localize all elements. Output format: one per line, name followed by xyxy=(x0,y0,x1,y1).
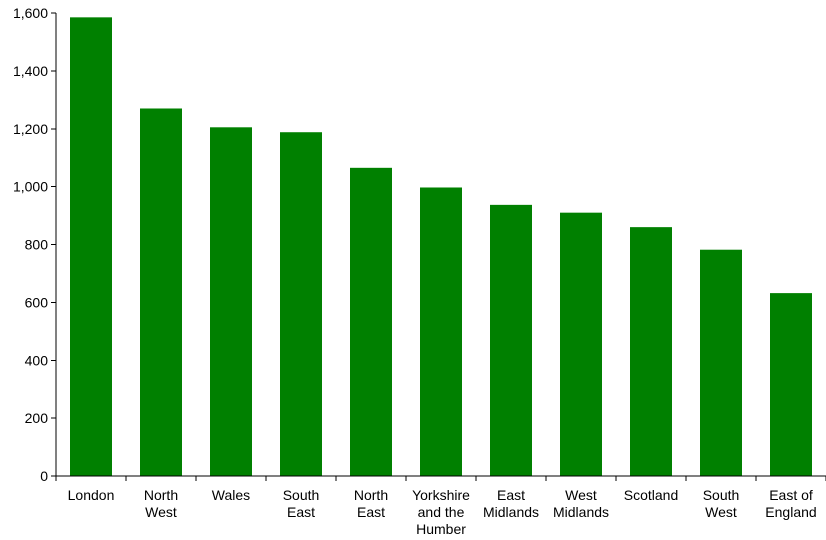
y-tick-label-4: 800 xyxy=(25,237,49,253)
y-tick-label-3: 600 xyxy=(25,294,49,310)
x-category-label-line: West xyxy=(705,504,737,520)
bar-6 xyxy=(490,204,532,477)
x-category-label-line: East xyxy=(357,504,385,520)
bar-2 xyxy=(210,127,252,477)
x-category-label-line: South xyxy=(703,487,740,503)
x-category-label-line: North xyxy=(354,487,388,503)
y-tick-label-2: 400 xyxy=(25,352,49,368)
x-category-label-7: West Midlands xyxy=(553,487,609,520)
bar-10 xyxy=(770,293,812,476)
x-category-label-4: North East xyxy=(354,487,388,520)
bar-4 xyxy=(350,167,392,476)
x-category-label-line: Yorkshire xyxy=(412,487,470,503)
y-tick-label-6: 1,200 xyxy=(13,121,48,137)
labels-layer: 0 200 400 600 800 1,000 1,200 1,400 1,600 London N… xyxy=(13,5,817,537)
y-tick-label-0: 0 xyxy=(40,468,48,484)
x-category-label-line: Wales xyxy=(212,487,250,503)
x-category-label-line: Midlands xyxy=(553,504,609,520)
x-category-label-3: South East xyxy=(283,487,320,520)
bar-1 xyxy=(140,108,182,477)
x-category-label-line: West xyxy=(145,504,177,520)
x-category-label-5: Yorkshire and the Humber xyxy=(412,487,470,537)
x-category-label-8: Scotland xyxy=(624,487,678,503)
x-category-label-6: East Midlands xyxy=(483,487,539,520)
x-category-label-line: West xyxy=(565,487,597,503)
x-category-label-line: South xyxy=(283,487,320,503)
x-category-label-0: London xyxy=(68,487,115,503)
x-category-label-line: Humber xyxy=(416,521,466,537)
x-category-label-1: North West xyxy=(144,487,178,520)
y-tick-label-7: 1,400 xyxy=(13,63,48,79)
bar-5 xyxy=(420,187,462,477)
y-tick-label-8: 1,600 xyxy=(13,5,48,21)
bar-8 xyxy=(630,227,672,476)
x-category-label-10: East of England xyxy=(765,487,816,520)
bar-3 xyxy=(280,132,322,476)
x-category-label-line: and the xyxy=(418,504,465,520)
x-category-label-line: North xyxy=(144,487,178,503)
x-category-label-line: East xyxy=(287,504,315,520)
x-category-label-line: East xyxy=(497,487,525,503)
x-category-label-9: South West xyxy=(703,487,740,520)
bars-layer xyxy=(70,17,812,477)
x-category-label-line: London xyxy=(68,487,115,503)
y-tick-label-5: 1,000 xyxy=(13,179,48,195)
x-category-label-line: East of xyxy=(769,487,813,503)
bar-0 xyxy=(70,17,112,477)
x-category-label-line: England xyxy=(765,504,816,520)
x-category-label-line: Scotland xyxy=(624,487,678,503)
x-category-label-line: Midlands xyxy=(483,504,539,520)
axes-layer xyxy=(51,12,826,481)
y-tick-label-1: 200 xyxy=(25,410,49,426)
bar-9 xyxy=(700,249,742,476)
bar-7 xyxy=(560,212,602,477)
x-category-label-2: Wales xyxy=(212,487,250,503)
